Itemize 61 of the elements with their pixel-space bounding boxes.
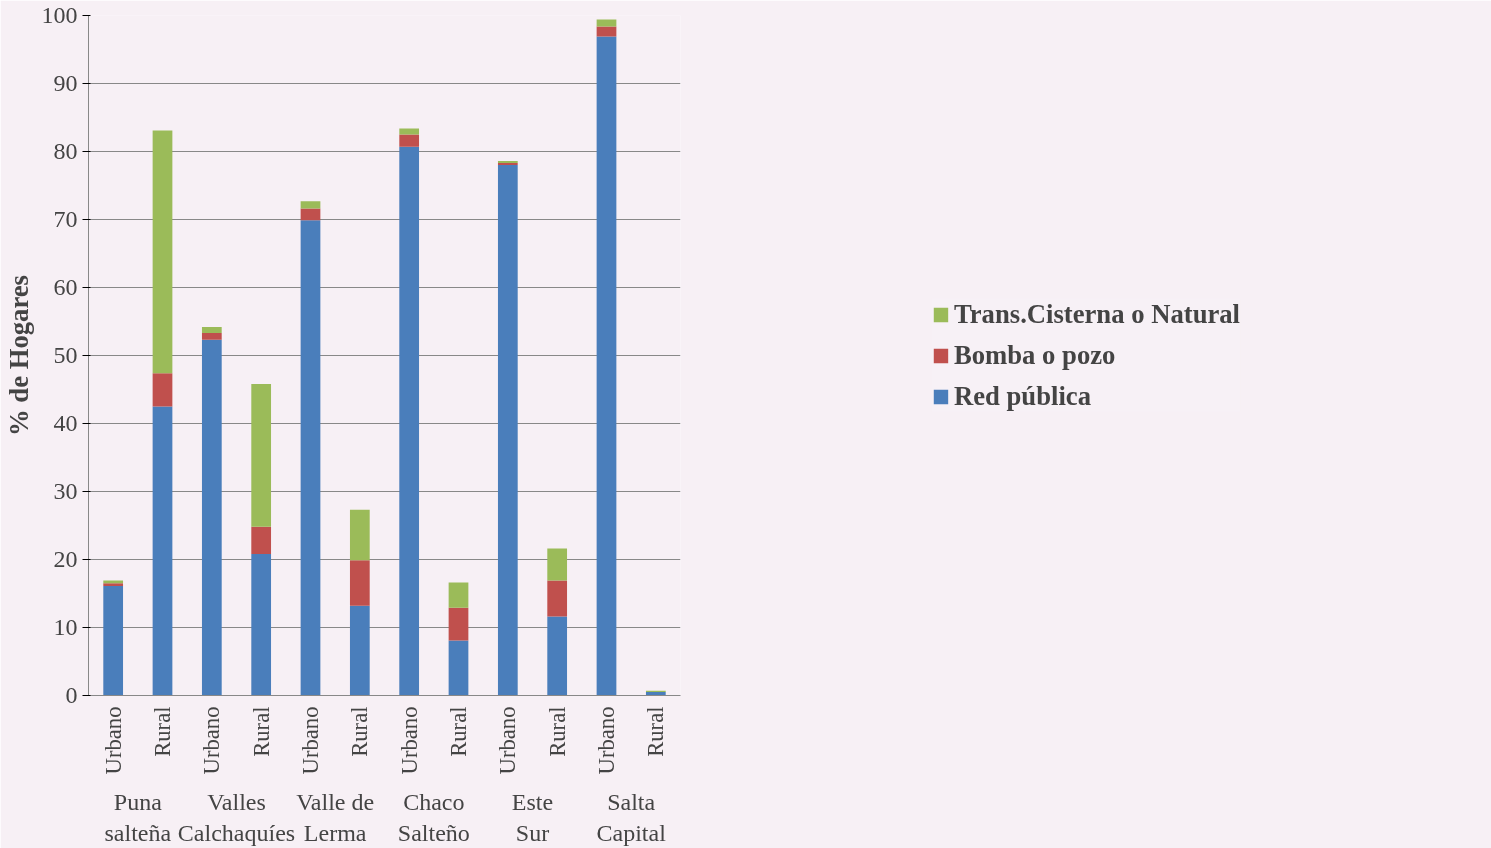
legend-label: Bomba o pozo bbox=[953, 339, 1116, 371]
x-tick-label: Rural bbox=[446, 706, 471, 757]
bar bbox=[300, 201, 321, 209]
text: Este Sur bbox=[511, 788, 554, 846]
bar bbox=[152, 406, 173, 696]
y-tick-label: 60 bbox=[53, 274, 78, 300]
legend-label: Red pública bbox=[953, 380, 1092, 412]
bar bbox=[349, 509, 370, 561]
y-tick-label: 100 bbox=[41, 2, 78, 28]
bar bbox=[596, 26, 617, 37]
text: Valle de Lerma bbox=[296, 788, 375, 846]
bar bbox=[300, 220, 321, 696]
legend-label: Trans.Cisterna o Natural bbox=[953, 298, 1241, 330]
bar bbox=[349, 560, 370, 606]
bar bbox=[547, 616, 568, 696]
y-tick-label: 70 bbox=[53, 206, 78, 232]
y-tick-label: 10 bbox=[53, 614, 78, 640]
text: Puna salteña bbox=[104, 788, 172, 846]
bar bbox=[497, 165, 518, 696]
bar bbox=[251, 554, 272, 696]
y-axis-title: % de Hogares bbox=[3, 275, 34, 436]
bar bbox=[152, 130, 173, 374]
x-tick-label: Urbano bbox=[396, 706, 422, 775]
bar bbox=[399, 134, 420, 147]
bar bbox=[201, 333, 222, 340]
y-tick-label: 20 bbox=[53, 546, 78, 572]
text: Valles Calchaquíes bbox=[177, 788, 296, 846]
bar bbox=[448, 640, 469, 696]
bar bbox=[547, 580, 568, 617]
bar bbox=[399, 128, 420, 135]
x-tick-label: Urbano bbox=[100, 706, 126, 775]
x-tick-label: Rural bbox=[150, 706, 175, 757]
bar bbox=[251, 526, 272, 555]
x-tick-label: Rural bbox=[544, 706, 570, 757]
bar bbox=[547, 548, 568, 581]
x-tick-label: Rural bbox=[643, 706, 669, 757]
bar bbox=[448, 582, 469, 608]
x-tick-label: Urbano bbox=[199, 706, 225, 775]
bar bbox=[349, 605, 370, 696]
y-tick-label: 90 bbox=[53, 70, 78, 96]
y-tick-label: 40 bbox=[53, 410, 78, 436]
bar bbox=[201, 326, 222, 334]
x-tick-label: Urbano bbox=[298, 706, 323, 775]
bar bbox=[596, 36, 617, 696]
bar bbox=[399, 146, 420, 696]
bar bbox=[448, 607, 469, 641]
x-tick-label: Urbano bbox=[594, 706, 619, 775]
x-tick-label: Rural bbox=[248, 706, 274, 757]
bar bbox=[251, 384, 272, 527]
y-tick-label: 30 bbox=[53, 478, 78, 504]
x-tick-label: Rural bbox=[347, 706, 373, 757]
x-tick-label: Urbano bbox=[495, 706, 521, 775]
bar bbox=[201, 339, 222, 696]
text: Chaco Salteño bbox=[397, 788, 470, 846]
text: Salta Capital bbox=[596, 788, 667, 846]
bar bbox=[103, 586, 124, 696]
y-tick-label: 80 bbox=[53, 138, 78, 164]
y-tick-label: 50 bbox=[53, 342, 78, 368]
y-tick-label: 0 bbox=[65, 682, 78, 708]
bar bbox=[300, 208, 321, 221]
bar bbox=[152, 373, 173, 407]
